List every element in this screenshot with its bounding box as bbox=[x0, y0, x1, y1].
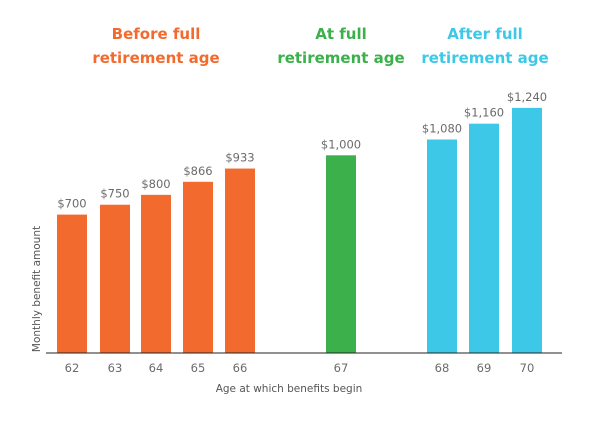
bar-age-62 bbox=[57, 214, 87, 353]
x-tick-label: 70 bbox=[520, 361, 535, 375]
y-axis-title: Monthly benefit amount bbox=[31, 226, 43, 352]
value-label: $750 bbox=[100, 187, 129, 201]
group-title-line: At full bbox=[315, 25, 367, 43]
x-tick-label: 64 bbox=[149, 361, 164, 375]
x-tick-label: 63 bbox=[108, 361, 123, 375]
bar-age-66 bbox=[225, 168, 255, 353]
x-tick-label: 67 bbox=[334, 361, 349, 375]
x-tick-labels: 62 63 64 65 66 67 68 69 70 bbox=[65, 361, 535, 375]
value-label: $1,160 bbox=[464, 106, 504, 120]
x-tick-label: 62 bbox=[65, 361, 80, 375]
value-label: $1,080 bbox=[422, 121, 462, 135]
x-tick-label: 65 bbox=[191, 361, 206, 375]
group-title-line: retirement age bbox=[277, 49, 404, 67]
value-label: $1,240 bbox=[507, 90, 547, 104]
value-labels: $700 $750 $800 $866 $933 $1,000 $1,080$1,160$1… bbox=[57, 90, 547, 211]
x-axis-title: Age at which benefits begin bbox=[216, 383, 363, 395]
x-tick-label: 66 bbox=[233, 361, 248, 375]
value-label: $800 bbox=[141, 177, 170, 191]
value-label: $933 bbox=[225, 151, 254, 165]
bar-age-65 bbox=[183, 181, 213, 353]
group-title-line: After full bbox=[447, 25, 523, 43]
bar-age-69 bbox=[469, 123, 499, 353]
bars bbox=[57, 107, 542, 353]
value-label: $1,000 bbox=[321, 137, 361, 151]
value-label: $700 bbox=[57, 197, 86, 211]
group-titles: Before full retirement age At full retireme… bbox=[92, 25, 548, 67]
bar-age-64 bbox=[141, 194, 171, 353]
x-tick-label: 69 bbox=[477, 361, 492, 375]
bar-age-70 bbox=[512, 107, 542, 353]
value-label: $866 bbox=[183, 164, 212, 178]
group-title-line: retirement age bbox=[421, 49, 548, 67]
x-tick-label: 68 bbox=[435, 361, 450, 375]
bar-age-68 bbox=[427, 139, 457, 353]
bar-age-63 bbox=[100, 204, 130, 353]
bar-age-67 bbox=[326, 155, 356, 353]
group-title-line: Before full bbox=[112, 25, 201, 43]
group-title-line: retirement age bbox=[92, 49, 219, 67]
